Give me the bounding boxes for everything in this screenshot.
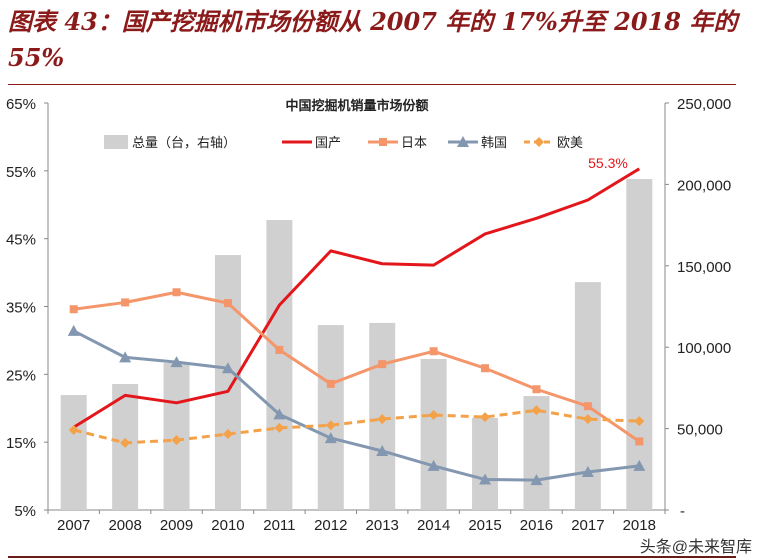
point-diamond: [171, 435, 182, 446]
point-triangle: [427, 459, 440, 471]
point-square: [172, 288, 181, 297]
point-square: [223, 299, 232, 308]
series-line-欧美: [73, 408, 640, 445]
legend-label: 欧美: [557, 135, 583, 150]
point-square: [69, 305, 78, 314]
point-square: [532, 385, 541, 394]
x-tick-label: 2015: [468, 517, 501, 534]
x-tick-label: 2011: [263, 517, 295, 534]
point-triangle: [221, 362, 234, 374]
point-diamond: [480, 412, 491, 423]
series-line-韩国: [73, 329, 640, 482]
legend-marker: [534, 137, 544, 147]
legend-label: 韩国: [481, 135, 507, 150]
left-tick-label: 55%: [6, 164, 36, 181]
legend-label: 国产: [315, 135, 341, 150]
legend-label: 总量（台，右轴）: [132, 135, 236, 150]
point-diamond: [634, 416, 645, 427]
legend-label: 日本: [401, 135, 427, 150]
left-tick-label: 45%: [6, 232, 36, 249]
series-line-国产: [72, 167, 641, 429]
point-triangle: [479, 473, 492, 485]
right-tick-label: 250,000: [677, 96, 731, 113]
point-triangle: [530, 474, 543, 486]
series-line-日本: [73, 290, 641, 443]
top-rule: [8, 84, 736, 85]
x-tick-label: 2009: [160, 517, 193, 534]
point-triangle: [324, 432, 337, 444]
point-diamond: [274, 422, 285, 433]
x-tick-label: 2008: [108, 517, 141, 534]
left-tick-label: 25%: [6, 367, 36, 384]
bar: [214, 255, 241, 510]
point-diamond: [582, 414, 593, 425]
bottom-rule: [8, 556, 736, 558]
point-diamond: [68, 424, 79, 435]
point-triangle: [376, 444, 389, 456]
right-tick-label: 200,000: [677, 177, 731, 194]
left-tick-label: 65%: [6, 96, 36, 113]
left-tick-label: 15%: [6, 435, 36, 452]
x-tick-label: 2013: [366, 517, 399, 534]
point-square: [378, 360, 387, 369]
point-triangle: [633, 459, 646, 471]
x-tick-label: 2007: [57, 517, 90, 534]
bar: [472, 418, 499, 510]
x-tick-label: 2010: [211, 517, 244, 534]
point-diamond: [120, 437, 131, 448]
point-diamond: [222, 429, 233, 440]
x-tick-label: 2016: [520, 517, 553, 534]
bar: [60, 395, 87, 510]
point-diamond: [325, 420, 336, 431]
right-tick-label: -: [680, 503, 685, 520]
point-square: [429, 347, 438, 356]
x-tick-label: 2014: [417, 517, 450, 534]
point-square: [583, 402, 592, 411]
data-label-2018: 55.3%: [588, 155, 628, 171]
left-tick-label: 35%: [6, 300, 36, 317]
point-diamond: [428, 410, 439, 421]
bar: [420, 358, 447, 510]
bar: [317, 325, 344, 510]
point-square: [275, 345, 284, 354]
left-tick-label: 5%: [14, 503, 36, 520]
x-tick-label: 2012: [314, 517, 347, 534]
legend-marker: [379, 138, 387, 146]
watermark: 头条@未来智库: [640, 538, 752, 556]
figure-title: 图表 43：国产挖掘机市场份额从 2007 年的 17%升至 2018 年的 5…: [8, 7, 738, 72]
point-square: [326, 379, 335, 388]
right-tick-label: 50,000: [677, 422, 723, 439]
bar: [626, 179, 653, 511]
point-triangle: [273, 408, 286, 420]
bar: [266, 220, 293, 510]
point-square: [121, 298, 130, 307]
point-triangle: [119, 351, 132, 363]
x-tick-label: 2017: [571, 517, 604, 534]
point-square: [481, 364, 490, 373]
point-square: [635, 437, 644, 446]
point-triangle: [581, 466, 594, 478]
point-diamond: [377, 414, 388, 425]
point-triangle: [170, 356, 183, 368]
chart-title: 中国挖掘机销量市场份额: [285, 98, 428, 113]
x-tick-label: 2018: [623, 517, 656, 534]
legend-marker: [457, 136, 469, 147]
right-tick-label: 100,000: [677, 340, 731, 357]
legend-swatch: [104, 135, 128, 149]
right-tick-label: 150,000: [677, 259, 731, 276]
point-diamond: [531, 405, 542, 416]
point-triangle: [67, 324, 80, 336]
